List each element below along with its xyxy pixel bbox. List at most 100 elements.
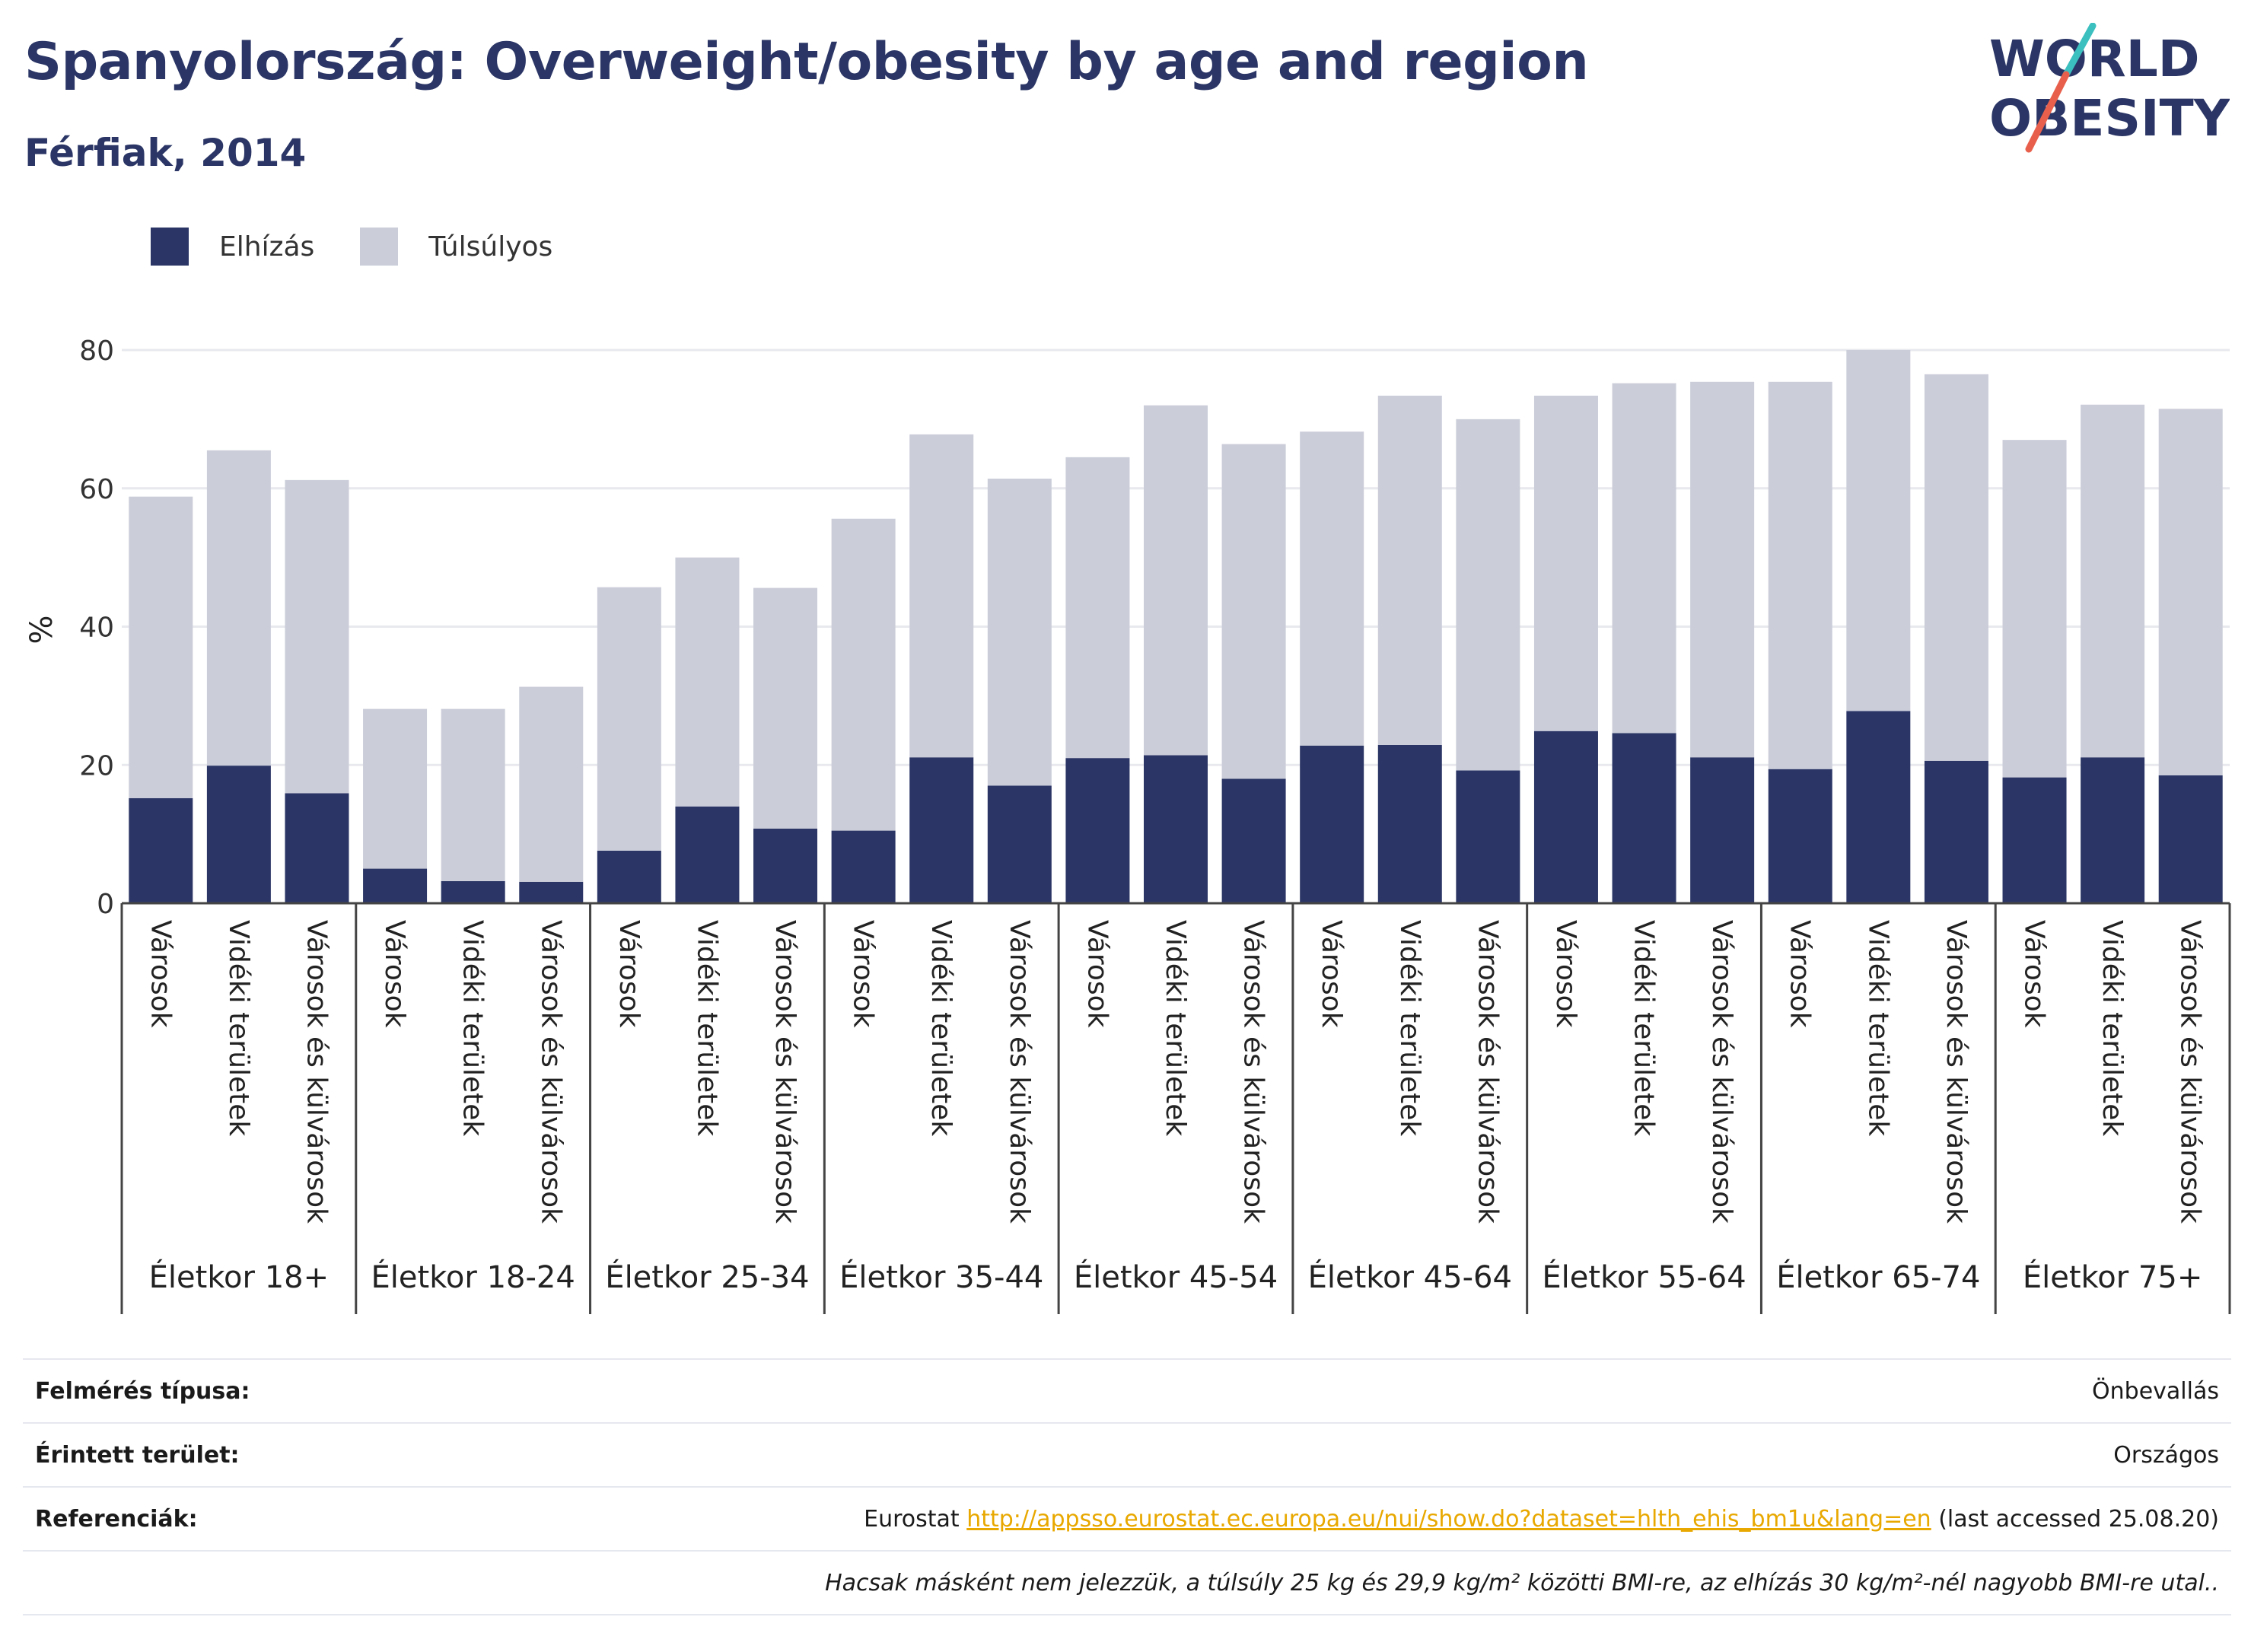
bar-overweight — [1456, 419, 1520, 771]
bar-overweight — [519, 686, 584, 882]
group-label: Életkor 18+ — [149, 1259, 329, 1295]
legend-label-overweight: Túlsúlyos — [428, 231, 553, 263]
logo-text-obesity: OBESITY — [1989, 89, 2230, 148]
group-label: Életkor 45-54 — [1074, 1259, 1278, 1295]
logo-text-world: WORLD — [1989, 30, 2200, 88]
legend-item-obesity[interactable]: Elhízás — [151, 228, 314, 266]
bar-obesity — [1690, 757, 1755, 903]
y-tick-label: 20 — [79, 750, 114, 781]
info-label: Felmérés típusa: — [35, 1377, 250, 1405]
x-tick-label: Városok — [379, 920, 410, 1028]
x-tick-label: Vidéki területek — [1160, 920, 1191, 1136]
bar-overweight — [1144, 405, 1208, 756]
bar-overweight — [1768, 381, 1832, 769]
x-tick-label: Városok — [848, 920, 879, 1028]
x-tick-label: Vidéki területek — [1862, 920, 1893, 1136]
group-label: Életkor 25-34 — [605, 1259, 809, 1295]
group-label: Életkor 55-64 — [1542, 1259, 1746, 1295]
logo-slash-teal — [2062, 23, 2097, 78]
logo-slash-red — [2025, 71, 2070, 153]
bar-overweight — [129, 496, 193, 798]
chart-legend: Elhízás Túlsúlyos — [151, 225, 598, 268]
bar-obesity — [1377, 744, 1442, 903]
x-tick-label: Városok — [1550, 920, 1581, 1028]
legend-swatch-obesity — [151, 228, 189, 266]
bar-overweight — [675, 557, 740, 807]
group-label: Életkor 65-74 — [1776, 1259, 1980, 1295]
info-value: Önbevallás — [2092, 1377, 2219, 1405]
bar-obesity — [441, 880, 505, 903]
bar-obesity — [1924, 760, 1988, 903]
bar-overweight — [1221, 444, 1286, 779]
bar-obesity — [1144, 755, 1208, 903]
chart-title: Spanyolország: Overweight/obesity by age… — [24, 32, 1589, 92]
x-tick-label: Városok és külvárosok — [1004, 920, 1035, 1224]
bar-overweight — [1300, 431, 1364, 746]
bar-overweight — [909, 434, 974, 758]
bar-obesity — [285, 793, 349, 903]
bar-obesity — [1768, 769, 1832, 903]
bar-overweight — [1924, 374, 1988, 761]
bar-obesity — [1300, 745, 1364, 903]
legend-item-overweight[interactable]: Túlsúlyos — [360, 228, 552, 266]
x-tick-label: Vidéki területek — [925, 920, 957, 1136]
bar-overweight — [441, 708, 505, 881]
reference-prefix: Eurostat — [864, 1505, 967, 1533]
x-tick-label: Vidéki területek — [1629, 920, 1660, 1136]
reference-link[interactable]: http://appsso.eurostat.ec.europa.eu/nui/… — [966, 1505, 1931, 1533]
x-tick-label: Városok — [1081, 920, 1113, 1028]
x-tick-label: Városok és külvárosok — [1238, 920, 1269, 1224]
x-tick-label: Városok és külvárosok — [535, 920, 566, 1224]
bar-overweight — [206, 450, 271, 766]
info-table: Felmérés típusa: Önbevallás Érintett ter… — [23, 1358, 2231, 1615]
x-tick-label: Városok és külvárosok — [1941, 920, 1972, 1224]
bar-overweight — [987, 479, 1052, 786]
group-label: Életkor 18-24 — [371, 1259, 575, 1295]
bar-overweight — [363, 708, 428, 869]
bar-obesity — [987, 785, 1052, 903]
bar-overweight — [831, 518, 896, 831]
stacked-bar-chart: 0 20 40 60 80% Városok Vidéki területek Városok… — [24, 336, 2231, 1314]
bar-obesity — [2081, 757, 2145, 903]
x-tick-label: Városok és külvárosok — [1706, 920, 1737, 1224]
info-row-note: Hacsak másként nem jelezzük, a túlsúly 2… — [23, 1550, 2231, 1615]
bar-overweight — [1846, 350, 1911, 711]
x-tick-label: Vidéki területek — [691, 920, 722, 1136]
bar-obesity — [597, 850, 661, 903]
bar-overweight — [1612, 383, 1676, 734]
bar-overweight — [1533, 395, 1598, 731]
x-tick-label: Vidéki területek — [2097, 920, 2128, 1136]
bar-obesity — [831, 830, 896, 903]
group-label: Életkor 45-64 — [1308, 1259, 1512, 1295]
bar-obesity — [2158, 775, 2223, 903]
bar-obesity — [1533, 731, 1598, 903]
bar-overweight — [597, 587, 661, 851]
info-row-references: Referenciák: Eurostat http://appsso.euro… — [23, 1486, 2231, 1550]
info-row-survey-type: Felmérés típusa: Önbevallás — [23, 1358, 2231, 1422]
bar-obesity — [675, 806, 740, 903]
x-tick-label: Városok — [1316, 920, 1347, 1028]
x-tick-label: Városok — [1785, 920, 1816, 1028]
bar-obesity — [519, 881, 584, 903]
reference-value: Eurostat http://appsso.eurostat.ec.europ… — [864, 1506, 2231, 1533]
legend-label-obesity: Elhízás — [219, 231, 315, 263]
x-tick-label: Városok és külvárosok — [2175, 920, 2206, 1224]
bar-overweight — [285, 479, 349, 794]
x-tick-label: Városok és külvárosok — [1472, 920, 1503, 1224]
info-row-area: Érintett terület: Országos — [23, 1422, 2231, 1486]
group-label: Életkor 75+ — [2023, 1259, 2202, 1295]
x-tick-label: Városok és külvárosok — [301, 920, 332, 1224]
bar-overweight — [2002, 440, 2067, 778]
info-value: Országos — [2113, 1441, 2219, 1469]
bar-obesity — [1846, 711, 1911, 903]
bar-obesity — [363, 868, 428, 903]
y-tick-label: 40 — [79, 613, 114, 644]
bar-obesity — [129, 797, 193, 903]
chart-subtitle: Férfiak, 2014 — [24, 131, 307, 175]
x-tick-label: Városok és külvárosok — [769, 920, 801, 1224]
y-tick-label: 80 — [79, 336, 114, 367]
x-tick-label: Vidéki területek — [223, 920, 254, 1136]
bar-obesity — [753, 828, 818, 903]
x-tick-label: Vidéki területek — [457, 920, 489, 1136]
y-tick-label: 0 — [97, 889, 114, 920]
